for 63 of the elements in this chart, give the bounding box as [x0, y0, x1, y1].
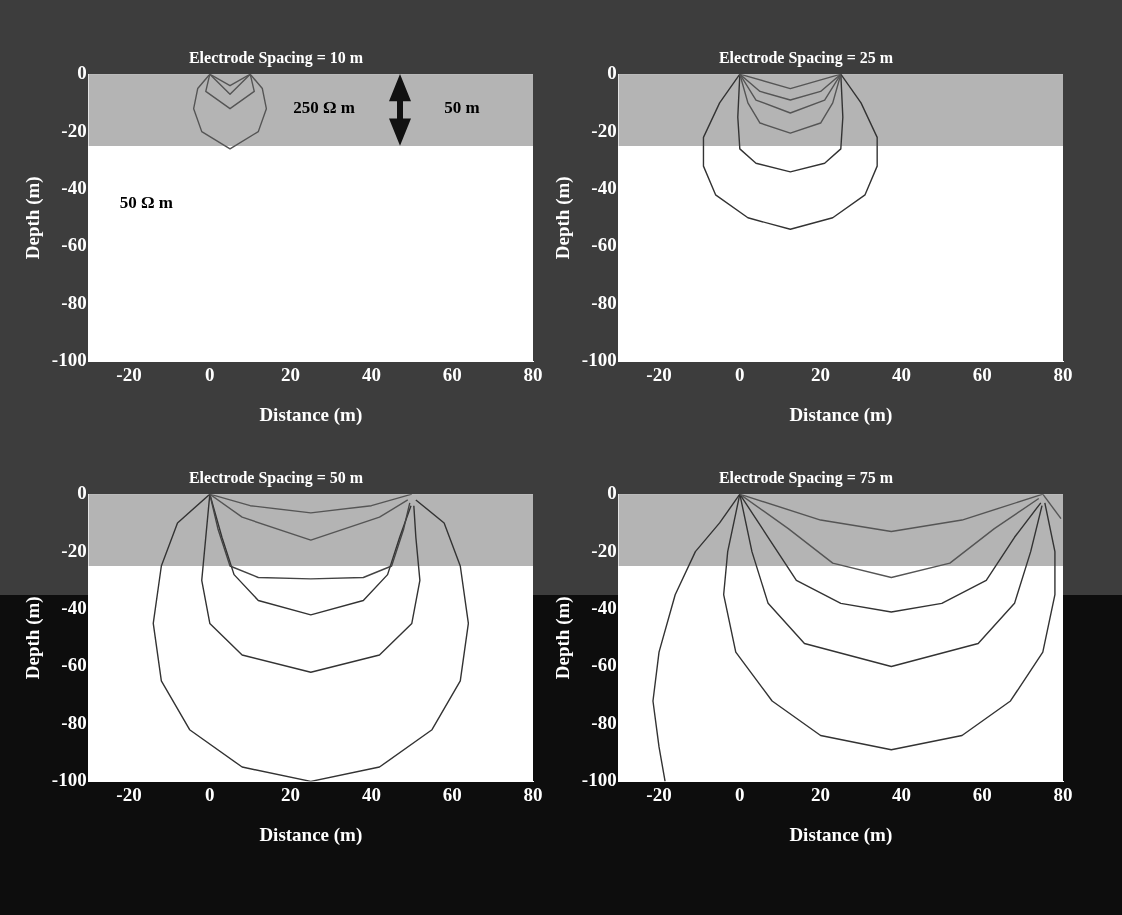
y-tick-label: -40: [61, 176, 87, 198]
x-tick-label: 0: [205, 363, 215, 385]
y-tick-label: -40: [591, 596, 617, 618]
y-tick-label: 0: [77, 62, 87, 84]
y-axis-title: Depth (m): [22, 596, 45, 680]
x-tick-label: 60: [972, 363, 992, 385]
x-tick-label: -20: [116, 783, 142, 805]
x-axis-title: Distance (m): [789, 403, 893, 426]
y-tick-label: -40: [591, 176, 617, 198]
chart-title: Electrode Spacing = 25 m: [718, 48, 894, 67]
y-axis-title: Depth (m): [552, 176, 575, 260]
y-tick-label: -80: [61, 711, 87, 733]
y-tick-label: 0: [607, 482, 617, 504]
y-tick-label: -100: [581, 349, 617, 371]
chart-title: Electrode Spacing = 75 m: [718, 468, 894, 487]
x-tick-label: 0: [205, 783, 215, 805]
x-tick-label: 20: [811, 363, 831, 385]
x-tick-label: 40: [891, 363, 911, 385]
y-tick-label: -20: [61, 119, 87, 141]
x-tick-label: 80: [523, 363, 543, 385]
chart-title: Electrode Spacing = 50 m: [188, 468, 364, 487]
y-axis-title: Depth (m): [22, 176, 45, 260]
annotation: 50 m: [444, 98, 480, 118]
x-tick-label: 40: [361, 363, 381, 385]
chart-title: Electrode Spacing = 10 m: [188, 48, 364, 67]
x-tick-label: 80: [523, 783, 543, 805]
x-tick-label: 20: [281, 783, 301, 805]
x-tick-label: 60: [972, 783, 992, 805]
x-tick-label: 60: [442, 363, 462, 385]
y-tick-label: -40: [61, 596, 87, 618]
x-tick-label: -20: [116, 363, 142, 385]
y-tick-label: -100: [51, 769, 87, 791]
annotation: 250 Ω m: [293, 98, 356, 118]
x-tick-label: -20: [646, 363, 672, 385]
x-tick-label: 20: [281, 363, 301, 385]
x-tick-label: 80: [1053, 363, 1073, 385]
y-tick-label: -60: [61, 654, 87, 676]
y-tick-label: 0: [77, 482, 87, 504]
y-tick-label: -20: [61, 539, 87, 561]
y-tick-label: -60: [591, 654, 617, 676]
x-axis-title: Distance (m): [259, 403, 363, 426]
y-tick-label: -80: [61, 291, 87, 313]
annotation: 50 Ω m: [119, 192, 174, 212]
x-tick-label: 40: [891, 783, 911, 805]
y-tick-label: -80: [591, 291, 617, 313]
y-tick-label: 0: [607, 62, 617, 84]
y-tick-label: -60: [591, 234, 617, 256]
x-tick-label: 40: [361, 783, 381, 805]
x-tick-label: -20: [646, 783, 672, 805]
x-tick-label: 80: [1053, 783, 1073, 805]
y-tick-label: -20: [591, 539, 617, 561]
y-tick-label: -20: [591, 119, 617, 141]
x-tick-label: 0: [735, 783, 745, 805]
x-axis-title: Distance (m): [259, 823, 363, 846]
y-tick-label: -100: [51, 349, 87, 371]
x-axis-title: Distance (m): [789, 823, 893, 846]
y-axis-title: Depth (m): [552, 596, 575, 680]
y-tick-label: -80: [591, 711, 617, 733]
x-tick-label: 0: [735, 363, 745, 385]
x-tick-label: 20: [811, 783, 831, 805]
y-tick-label: -100: [581, 769, 617, 791]
x-tick-label: 60: [442, 783, 462, 805]
y-tick-label: -60: [61, 234, 87, 256]
